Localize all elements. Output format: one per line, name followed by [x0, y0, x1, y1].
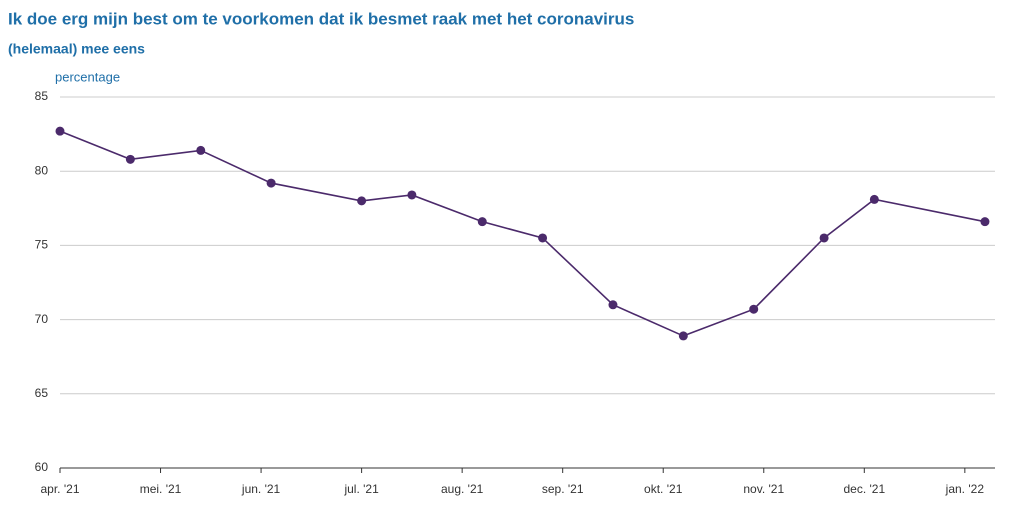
- y-tick-label: 65: [35, 386, 49, 400]
- point: [266, 178, 276, 188]
- x-tick-label: sep. '21: [542, 482, 584, 496]
- x-tick-label: jul. '21: [343, 482, 379, 496]
- point: [749, 304, 759, 314]
- point: [869, 194, 879, 204]
- x-tick-label: apr. '21: [41, 482, 80, 496]
- point: [980, 217, 990, 227]
- y-tick-label: 85: [35, 89, 49, 103]
- point: [357, 196, 367, 206]
- x-tick-label: aug. '21: [441, 482, 484, 496]
- point: [196, 145, 206, 155]
- x-tick-label: mei. '21: [140, 482, 182, 496]
- line: [59, 130, 986, 337]
- point: [55, 126, 65, 136]
- x-tick-label: nov. '21: [743, 482, 784, 496]
- y-tick-label: 70: [35, 312, 49, 326]
- y-tick-label: 60: [35, 460, 49, 474]
- x-tick-label: jun. '21: [241, 482, 281, 496]
- x-tick-label: jan. '22: [945, 482, 985, 496]
- y-axis-label: percentage: [55, 69, 120, 84]
- point: [477, 217, 487, 227]
- chart-title: Ik doe erg mijn best om te voorkomen dat…: [8, 9, 634, 28]
- point: [407, 190, 417, 200]
- chart-subtitle: (helemaal) mee eens: [8, 41, 145, 57]
- point: [125, 154, 135, 164]
- y-tick-label: 80: [35, 163, 49, 177]
- point: [819, 233, 829, 243]
- point: [678, 331, 688, 341]
- x-tick-label: okt. '21: [644, 482, 683, 496]
- x-tick-label: dec. '21: [843, 482, 885, 496]
- point: [608, 300, 618, 310]
- y-tick-label: 75: [35, 238, 49, 252]
- point: [538, 233, 548, 243]
